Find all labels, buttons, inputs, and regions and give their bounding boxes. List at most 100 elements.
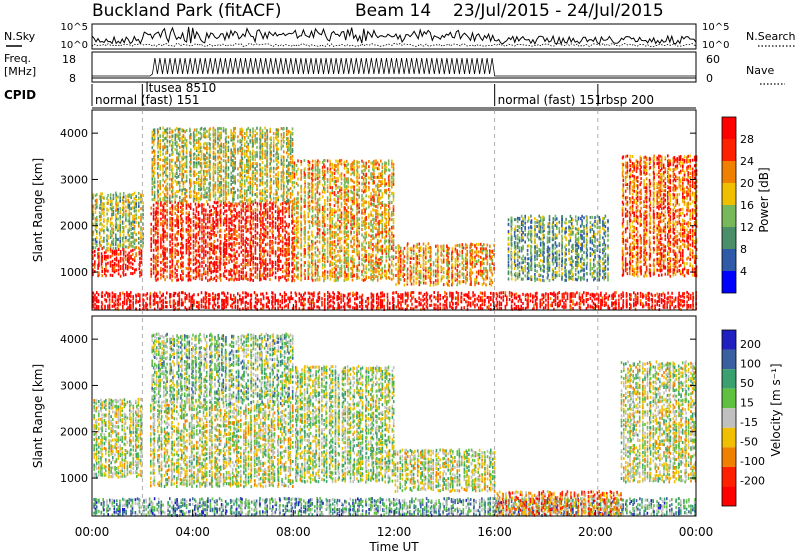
heatmap-cell: [329, 192, 332, 195]
heatmap-cell: [314, 222, 317, 226]
heatmap-cell: [308, 244, 311, 248]
heatmap-cell: [227, 135, 230, 139]
heatmap-cell: [195, 209, 198, 213]
heatmap-cell: [345, 198, 348, 202]
heatmap-cell: [295, 172, 298, 176]
heatmap-cell: [314, 262, 317, 266]
heatmap-cell: [295, 216, 298, 220]
heatmap-cell: [284, 206, 286, 210]
heatmap-cell: [259, 255, 261, 259]
heatmap-cell: [157, 190, 159, 193]
heatmap-cell: [308, 167, 311, 171]
heatmap-cell: [140, 273, 143, 277]
heatmap-cell: [307, 205, 310, 209]
heatmap-cell: [160, 269, 162, 273]
heatmap-cell: [276, 145, 278, 149]
heatmap-cell: [285, 209, 288, 213]
heatmap-cell: [98, 240, 101, 244]
heatmap-cell: [215, 257, 217, 261]
heatmap-cell: [266, 220, 269, 224]
heatmap-cell: [340, 222, 343, 225]
heatmap-cell: [277, 205, 279, 209]
heatmap-cell: [259, 202, 261, 206]
heatmap-cell: [225, 135, 227, 139]
heatmap-cell: [135, 216, 137, 220]
heatmap-cell: [219, 203, 222, 207]
heatmap-cell: [272, 181, 275, 185]
heatmap-cell: [230, 188, 232, 192]
heatmap-cell: [234, 227, 237, 231]
heatmap-cell: [350, 163, 352, 167]
heatmap-cell: [200, 181, 203, 185]
heatmap-cell: [283, 193, 285, 197]
heatmap-cell: [264, 126, 266, 130]
heatmap-cell: [297, 159, 299, 163]
heatmap-cell: [103, 272, 106, 276]
heatmap-cell: [103, 236, 105, 240]
heatmap-cell: [244, 132, 246, 135]
heatmap-cell: [171, 271, 174, 275]
heatmap-cell: [213, 269, 216, 273]
heatmap-cell: [194, 234, 197, 238]
heatmap-cell: [113, 270, 116, 274]
heatmap-cell: [117, 217, 119, 221]
heatmap-cell: [219, 223, 222, 227]
heatmap-cell: [317, 208, 319, 212]
heatmap-cell: [171, 269, 174, 273]
heatmap-cell: [100, 200, 102, 203]
heatmap-cell: [103, 270, 106, 274]
heatmap-cell: [192, 169, 195, 173]
heatmap-cell: [133, 201, 136, 205]
heatmap-cell: [277, 195, 279, 199]
heatmap-cell: [189, 137, 191, 141]
heatmap-cell: [122, 210, 125, 214]
heatmap-cell: [176, 274, 178, 278]
heatmap-cell: [350, 274, 352, 278]
heatmap-cell: [206, 191, 208, 195]
heatmap-cell: [242, 264, 244, 268]
heatmap-cell: [345, 231, 348, 234]
heatmap-cell: [300, 277, 303, 281]
heatmap-cell: [308, 226, 311, 230]
heatmap-cell: [256, 192, 258, 195]
heatmap-cell: [333, 168, 336, 172]
heatmap-cell: [126, 259, 129, 263]
heatmap-cell: [182, 264, 184, 268]
heatmap-cell: [318, 260, 321, 264]
heatmap-cell: [156, 128, 159, 132]
heatmap-cell: [246, 140, 248, 144]
heatmap-cell: [169, 153, 171, 157]
heatmap-cell: [361, 209, 363, 213]
heatmap-cell: [216, 260, 219, 264]
heatmap-cell: [236, 211, 238, 215]
heatmap-cell: [347, 262, 349, 266]
heatmap-cell: [340, 270, 343, 274]
heatmap-cell: [256, 145, 258, 149]
heatmap-cell: [247, 181, 250, 185]
heatmap-cell: [318, 222, 321, 226]
heatmap-cell: [171, 192, 174, 196]
heatmap-cell: [234, 131, 236, 135]
heatmap-cell: [347, 268, 349, 272]
heatmap-cell: [189, 165, 191, 169]
heatmap-cell: [264, 217, 267, 221]
heatmap-cell: [182, 219, 184, 223]
heatmap-cell: [193, 147, 196, 151]
heatmap-cell: [275, 132, 277, 135]
heatmap-cell: [345, 274, 348, 278]
heatmap-cell: [351, 255, 354, 258]
heatmap-cell: [304, 176, 306, 180]
heatmap-cell: [232, 132, 234, 135]
heatmap-cell: [293, 273, 296, 277]
heatmap-cell: [210, 233, 212, 236]
heatmap-cell: [130, 235, 132, 239]
heatmap-cell: [190, 159, 192, 163]
heatmap-cell: [208, 252, 211, 256]
heatmap-cell: [92, 233, 95, 237]
heatmap-cell: [155, 248, 158, 252]
heatmap-cell: [214, 197, 217, 201]
heatmap-cell: [188, 244, 190, 248]
heatmap-cell: [261, 180, 264, 184]
heatmap-cell: [212, 219, 214, 223]
heatmap-cell: [237, 194, 239, 198]
